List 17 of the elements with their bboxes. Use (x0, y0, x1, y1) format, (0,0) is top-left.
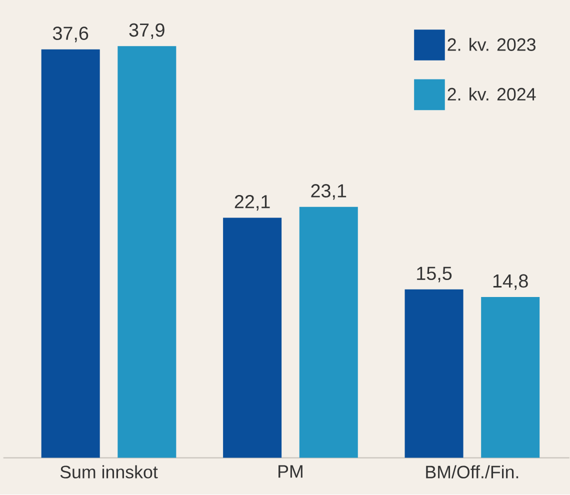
data-label: 23,1 (311, 184, 346, 200)
data-label: 15,5 (417, 267, 452, 283)
x-tick-label: PM (278, 466, 302, 478)
x-tick-label: BM/Off./Fin. (426, 466, 518, 479)
data-label: 37,9 (129, 24, 164, 40)
data-label: 14,8 (493, 274, 528, 290)
bar (481, 297, 540, 458)
legend-label: 2. kv. 2023 (448, 38, 536, 52)
bar (299, 207, 358, 458)
bar (118, 46, 176, 458)
bar (404, 290, 464, 458)
legend-label: 2. kv. 2024 (448, 88, 536, 101)
bar (223, 218, 282, 458)
data-label: 22,1 (234, 195, 270, 211)
data-label: 37,6 (52, 26, 88, 42)
bar (41, 50, 100, 458)
x-tick-label: Sum innskot (60, 466, 158, 479)
